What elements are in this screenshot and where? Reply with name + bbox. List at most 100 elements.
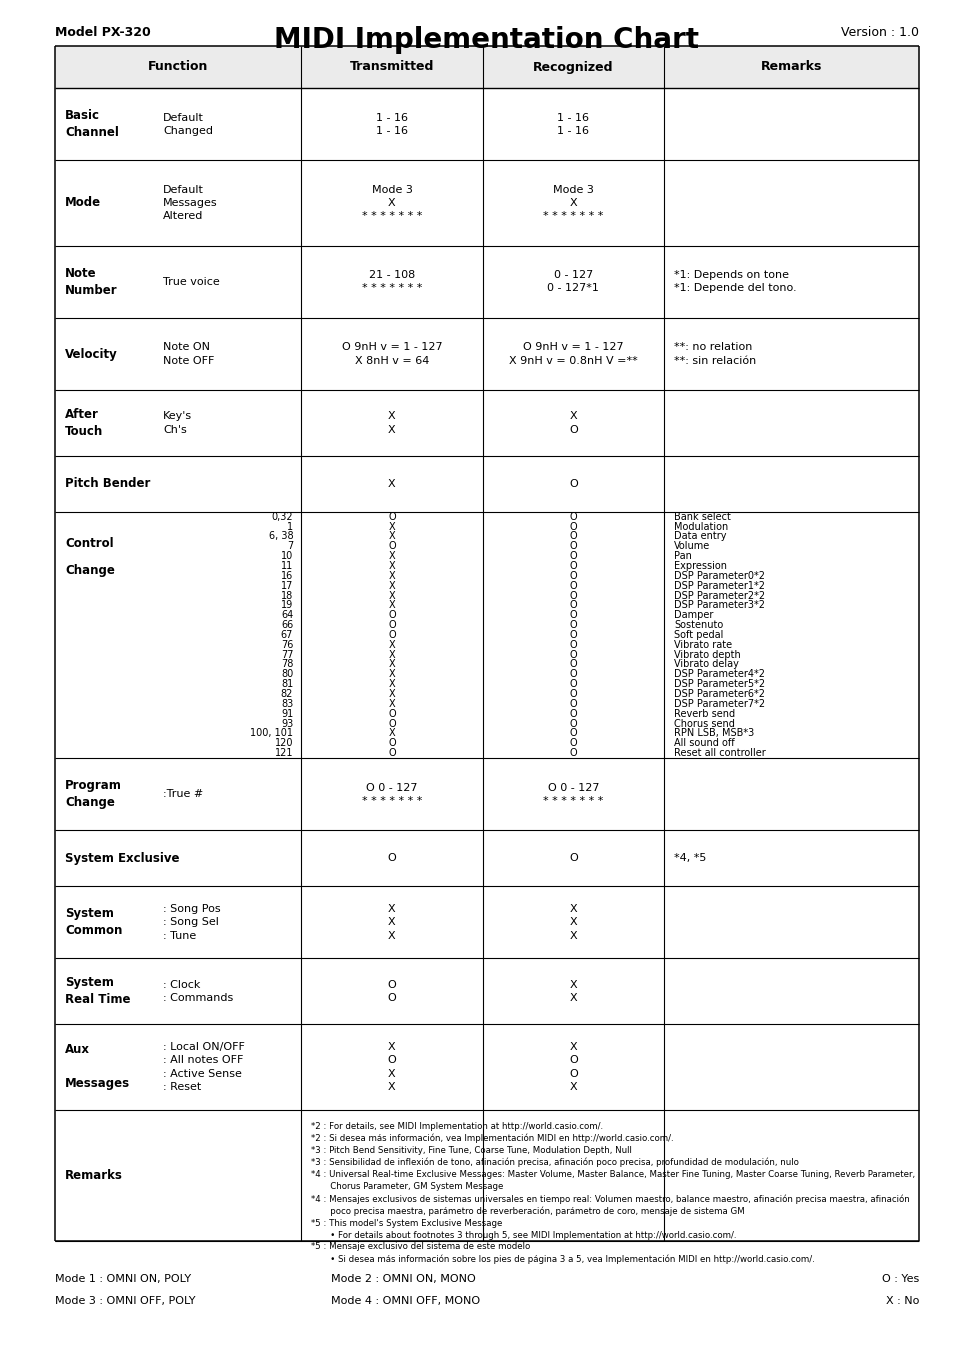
Text: Chorus send: Chorus send bbox=[674, 719, 734, 728]
Text: 81: 81 bbox=[281, 680, 293, 689]
Text: X: X bbox=[388, 571, 395, 581]
Text: MIDI Implementation Chart: MIDI Implementation Chart bbox=[274, 26, 699, 54]
Text: O: O bbox=[388, 542, 395, 551]
Text: Control: Control bbox=[65, 536, 113, 550]
Text: Bank select: Bank select bbox=[674, 512, 730, 521]
Text: 67: 67 bbox=[280, 630, 293, 640]
Text: O: O bbox=[569, 709, 577, 719]
Text: : Clock
: Commands: : Clock : Commands bbox=[163, 979, 233, 1002]
Text: 1 - 16
1 - 16: 1 - 16 1 - 16 bbox=[557, 112, 589, 135]
Text: O: O bbox=[569, 561, 577, 571]
Text: O: O bbox=[388, 512, 395, 521]
Text: Velocity: Velocity bbox=[65, 347, 117, 361]
Text: Reset all controller: Reset all controller bbox=[674, 748, 765, 758]
Text: X: X bbox=[388, 478, 395, 489]
Text: DSP Parameter2*2: DSP Parameter2*2 bbox=[674, 590, 764, 600]
Text: 11: 11 bbox=[281, 561, 293, 571]
Text: O: O bbox=[569, 600, 577, 611]
Text: Recognized: Recognized bbox=[533, 61, 613, 73]
Text: 21 - 108
* * * * * * *: 21 - 108 * * * * * * * bbox=[361, 270, 422, 293]
Text: 77: 77 bbox=[280, 650, 293, 659]
Text: X
X
X: X X X bbox=[569, 904, 577, 940]
Text: O: O bbox=[388, 611, 395, 620]
Text: X
X
X: X X X bbox=[388, 904, 395, 940]
Text: Mode 3
X
* * * * * * *: Mode 3 X * * * * * * * bbox=[361, 185, 422, 222]
Text: O: O bbox=[569, 551, 577, 561]
Text: Vibrato rate: Vibrato rate bbox=[674, 640, 732, 650]
Text: Note
Number: Note Number bbox=[65, 266, 117, 297]
Text: 121: 121 bbox=[274, 748, 293, 758]
Text: X: X bbox=[388, 650, 395, 659]
Text: X: X bbox=[388, 590, 395, 600]
Text: O: O bbox=[569, 531, 577, 542]
Text: Key's
Ch's: Key's Ch's bbox=[163, 412, 193, 435]
Text: O : Yes: O : Yes bbox=[881, 1274, 918, 1283]
Text: O: O bbox=[569, 590, 577, 600]
Text: O: O bbox=[569, 542, 577, 551]
Text: : Song Pos
: Song Sel
: Tune: : Song Pos : Song Sel : Tune bbox=[163, 904, 221, 940]
Text: Function: Function bbox=[148, 61, 208, 73]
Text: X: X bbox=[388, 531, 395, 542]
Text: 93: 93 bbox=[281, 719, 293, 728]
Text: O
O: O O bbox=[387, 979, 395, 1002]
Text: 83: 83 bbox=[281, 698, 293, 709]
Text: O 9nH v = 1 - 127
X 9nH v = 0.8nH V =**: O 9nH v = 1 - 127 X 9nH v = 0.8nH V =** bbox=[509, 342, 638, 366]
Text: 1: 1 bbox=[287, 521, 293, 531]
Text: X: X bbox=[388, 561, 395, 571]
Text: O: O bbox=[569, 659, 577, 670]
Text: 10: 10 bbox=[281, 551, 293, 561]
Text: 66: 66 bbox=[281, 620, 293, 630]
Text: DSP Parameter3*2: DSP Parameter3*2 bbox=[674, 600, 764, 611]
Text: O: O bbox=[569, 512, 577, 521]
Text: 64: 64 bbox=[281, 611, 293, 620]
Text: **: no relation
**: sin relación: **: no relation **: sin relación bbox=[674, 342, 756, 366]
Text: 76: 76 bbox=[280, 640, 293, 650]
Text: O: O bbox=[387, 854, 395, 863]
Text: DSP Parameter0*2: DSP Parameter0*2 bbox=[674, 571, 764, 581]
Text: Expression: Expression bbox=[674, 561, 726, 571]
Text: Mode 4 : OMNI OFF, MONO: Mode 4 : OMNI OFF, MONO bbox=[331, 1296, 480, 1306]
Text: O: O bbox=[569, 640, 577, 650]
Text: Sostenuto: Sostenuto bbox=[674, 620, 722, 630]
Text: All sound off: All sound off bbox=[674, 739, 734, 748]
Text: DSP Parameter5*2: DSP Parameter5*2 bbox=[674, 680, 764, 689]
Text: *1: Depends on tone
*1: Depende del tono.: *1: Depends on tone *1: Depende del tono… bbox=[674, 270, 796, 293]
Text: 91: 91 bbox=[281, 709, 293, 719]
Text: O 9nH v = 1 - 127
X 8nH v = 64: O 9nH v = 1 - 127 X 8nH v = 64 bbox=[341, 342, 442, 366]
Text: Transmitted: Transmitted bbox=[350, 61, 434, 73]
Text: X
X: X X bbox=[388, 412, 395, 435]
Text: : Local ON/OFF
: All notes OFF
: Active Sense
: Reset: : Local ON/OFF : All notes OFF : Active … bbox=[163, 1042, 245, 1092]
Text: X: X bbox=[388, 640, 395, 650]
Text: X
O: X O bbox=[568, 412, 578, 435]
Text: O: O bbox=[569, 728, 577, 739]
Text: O: O bbox=[388, 719, 395, 728]
Text: 80: 80 bbox=[281, 669, 293, 680]
Text: X : No: X : No bbox=[884, 1296, 918, 1306]
Text: Default
Changed: Default Changed bbox=[163, 112, 213, 135]
Text: Reverb send: Reverb send bbox=[674, 709, 735, 719]
Text: O: O bbox=[388, 630, 395, 640]
Text: Vibrato delay: Vibrato delay bbox=[674, 659, 739, 670]
Text: O: O bbox=[569, 748, 577, 758]
Text: System
Common: System Common bbox=[65, 908, 122, 938]
Text: Remarks: Remarks bbox=[760, 61, 821, 73]
Text: DSP Parameter6*2: DSP Parameter6*2 bbox=[674, 689, 764, 698]
Text: O: O bbox=[388, 709, 395, 719]
Text: 82: 82 bbox=[280, 689, 293, 698]
Text: Change: Change bbox=[65, 563, 114, 577]
Text: DSP Parameter4*2: DSP Parameter4*2 bbox=[674, 669, 764, 680]
Text: Aux

Messages: Aux Messages bbox=[65, 1043, 130, 1090]
Text: Mode: Mode bbox=[65, 196, 101, 209]
Text: 78: 78 bbox=[280, 659, 293, 670]
Text: :True #: :True # bbox=[163, 789, 203, 800]
Text: O: O bbox=[388, 748, 395, 758]
Text: X: X bbox=[388, 728, 395, 739]
Text: O: O bbox=[388, 620, 395, 630]
Text: Note ON
Note OFF: Note ON Note OFF bbox=[163, 342, 214, 366]
Text: 16: 16 bbox=[281, 571, 293, 581]
Text: DSP Parameter1*2: DSP Parameter1*2 bbox=[674, 581, 764, 590]
Text: Basic
Channel: Basic Channel bbox=[65, 109, 119, 139]
Text: *4, *5: *4, *5 bbox=[674, 854, 706, 863]
Text: 0,32: 0,32 bbox=[272, 512, 293, 521]
Text: O: O bbox=[569, 581, 577, 590]
